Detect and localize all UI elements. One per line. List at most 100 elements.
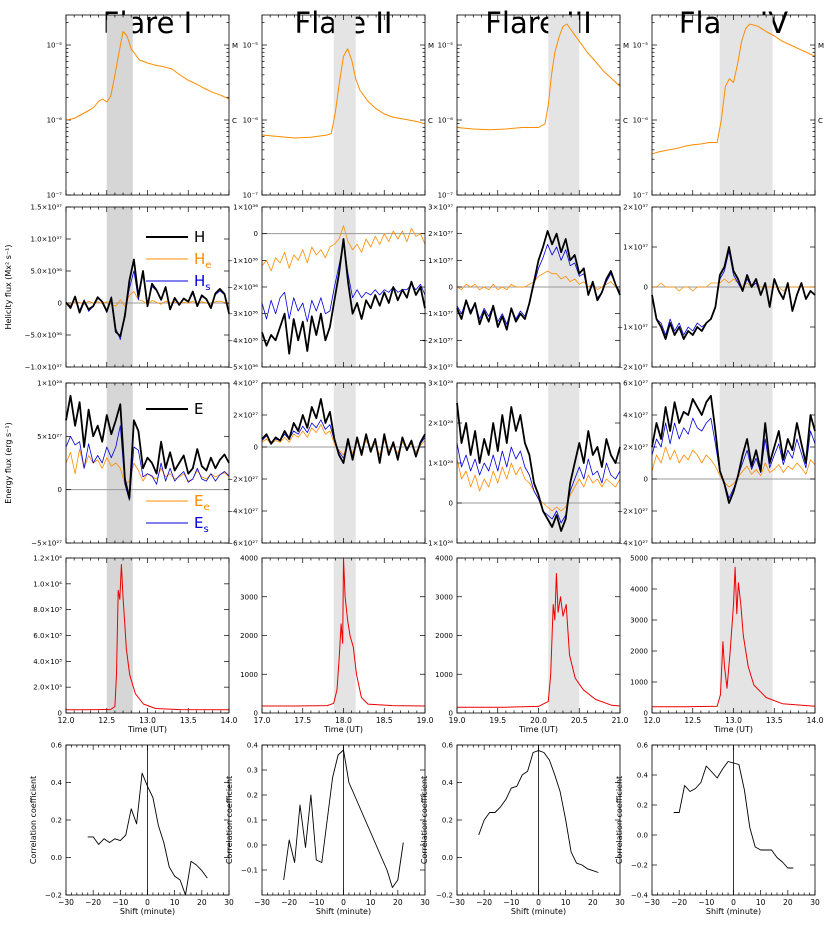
correlation-line xyxy=(673,761,794,869)
shift-tick-label: 30 xyxy=(420,898,430,907)
goes-class-label: M xyxy=(428,42,434,50)
helicity-tick-label: −3×10³⁶ xyxy=(227,310,258,318)
correlation-tick-label: 0.6 xyxy=(51,742,63,750)
shift-tick-label: −10 xyxy=(112,898,128,907)
hxr-tick-label: 1000 xyxy=(435,671,453,679)
energy-emergence-line xyxy=(65,448,230,485)
energy-panel: −4×10²⁷ −2×10²⁷ 0 2×10²⁷ 4×10²⁷ 6×10²⁷ xyxy=(617,380,816,548)
shift-tick-label: 30 xyxy=(810,898,820,907)
goes-class-label: M xyxy=(232,42,238,50)
hxr-tick-label: 1000 xyxy=(630,679,648,687)
goes-flux-line xyxy=(456,23,621,131)
correlation-tick-label: 0.3 xyxy=(247,767,258,775)
time-tick-label: 19.0 xyxy=(449,716,466,725)
time-tick-label: 19.5 xyxy=(489,716,506,725)
legend-label: Ee xyxy=(194,492,210,513)
shift-tick-label: −20 xyxy=(476,898,492,907)
helicity-frame xyxy=(651,206,816,368)
shift-tick-label: 0 xyxy=(341,898,346,907)
flare-interval-shade xyxy=(333,207,356,367)
goes-tick-label: 10⁻⁶ xyxy=(438,117,454,125)
hxr-tick-label: 2000 xyxy=(435,632,453,640)
energy-emergence-line xyxy=(651,446,816,488)
goes-tick-label: 10⁻⁵ xyxy=(633,42,649,50)
goes-class-label: C xyxy=(232,117,237,125)
helicity-tick-label: 1×10³⁷ xyxy=(623,244,648,252)
goes-tick-label: 10⁻⁵ xyxy=(438,42,454,50)
correlation-axis-label: Correlation coefficient xyxy=(615,776,624,864)
helicity-tick-label: −5×10³⁶ xyxy=(227,364,258,372)
shift-tick-label: −30 xyxy=(58,898,74,907)
energy-panel: −1×10²⁸ 0 1×10²⁸ 2×10²⁸ 3×10²⁸ xyxy=(422,380,621,548)
hxr-panel: 0 1000 2000 3000 4000 19.0 19.5 20.0 20.5 21.0 Tim… xyxy=(435,555,628,735)
hxr-tick-label: 8.0×10³ xyxy=(33,606,62,614)
helicity-tick-label: −5.0×10³⁶ xyxy=(25,332,63,340)
helicity-panel: −2×10³⁷ −1×10³⁷ 0 1×10³⁷ 2×10³⁷ xyxy=(617,204,816,372)
shift-tick-label: −10 xyxy=(698,898,714,907)
goes-class-label: C xyxy=(623,117,628,125)
helicity-total-line xyxy=(65,258,230,338)
time-tick-label: 20.5 xyxy=(571,716,588,725)
energy-tick-label: 3×10²⁸ xyxy=(428,380,453,388)
energy-tick-label: 1×10²⁸ xyxy=(37,380,62,388)
shift-axis-label: Shift (minute) xyxy=(511,907,566,916)
energy-tick-label: 2×10²⁷ xyxy=(623,444,648,452)
time-tick-label: 12.0 xyxy=(644,716,661,725)
energy-tick-label: 0 xyxy=(449,500,453,508)
hxr-tick-label: 6.0×10³ xyxy=(33,632,62,640)
goes-tick-label: 10⁻⁶ xyxy=(243,117,259,125)
time-axis-label: Time (UT) xyxy=(127,725,167,734)
hxr-tick-label: 0 xyxy=(254,710,258,718)
flare-interval-shade xyxy=(106,15,133,195)
goes-frame xyxy=(651,14,816,196)
goes-panel: 10⁻⁵ 10⁻⁶ 10⁻⁷ M C xyxy=(633,14,824,200)
helicity-tick-label: −1.0×10³⁷ xyxy=(25,364,63,372)
flare-interval-shade xyxy=(719,15,773,195)
flare-interval-shade xyxy=(548,558,580,713)
correlation-tick-label: −0.2 xyxy=(45,892,62,900)
shift-tick-label: −30 xyxy=(449,898,465,907)
correlation-tick-label: 0.1 xyxy=(247,817,258,825)
shift-tick-label: 20 xyxy=(783,898,793,907)
energy-tick-label: −2×10²⁷ xyxy=(617,508,648,516)
shift-tick-label: 30 xyxy=(615,898,625,907)
helicity-tick-label: −4×10³⁶ xyxy=(227,337,258,345)
energy-shear-line xyxy=(65,425,230,501)
correlation-tick-label: 0.4 xyxy=(247,742,259,750)
legend-label: H xyxy=(194,228,205,246)
correlation-line xyxy=(87,772,208,896)
shift-tick-label: −10 xyxy=(503,898,519,907)
hxr-frame xyxy=(651,557,816,714)
energy-panel: −6×10²⁷ −4×10²⁷ −2×10²⁷ 0 2×10²⁷ 4×10²⁷ xyxy=(227,380,426,548)
shift-tick-label: 20 xyxy=(197,898,207,907)
hxr-tick-label: 4.0×10³ xyxy=(33,658,62,666)
correlation-frame xyxy=(261,744,426,896)
hxr-panel: 0 2.0×10³ 4.0×10³ 6.0×10³ 8.0×10³ 1.0×10⁴ 1.2×… xyxy=(33,555,237,735)
hxr-tick-label: 3000 xyxy=(435,593,453,601)
correlation-panel: −0.1 0.0 0.1 0.2 0.3 0.4 −30 −20 −10 0 10 20 30 Shift… xyxy=(225,742,430,917)
shift-tick-label: 0 xyxy=(145,898,150,907)
legend-subscript: e xyxy=(205,260,211,271)
time-axis-label: Time (UT) xyxy=(713,725,753,734)
energy-tick-label: 1×10²⁸ xyxy=(428,460,453,468)
helicity-tick-label: 2×10³⁷ xyxy=(428,230,453,238)
time-tick-label: 13.5 xyxy=(766,716,783,725)
energy-tick-label: −1×10²⁸ xyxy=(422,540,453,548)
flare-column-4: Flare IV10⁻⁵10⁻⁶10⁻⁷MC−2×10³⁷−1×10³⁷01×1… xyxy=(615,6,824,916)
helicity-total-line xyxy=(261,238,426,355)
correlation-tick-label: 0.0 xyxy=(637,832,648,840)
helicity-tick-label: −3×10³⁷ xyxy=(422,364,453,372)
hxr-tick-label: 1.0×10⁴ xyxy=(33,580,62,588)
correlation-frame xyxy=(456,744,621,896)
shift-axis-label: Shift (minute) xyxy=(316,907,371,916)
hxr-flux-line xyxy=(652,566,816,708)
energy-axis-label: Energy flux (erg s⁻¹) xyxy=(4,422,13,503)
shift-tick-label: −20 xyxy=(671,898,687,907)
goes-frame xyxy=(456,14,621,196)
goes-panel: 10⁻⁵ 10⁻⁶ 10⁻⁷ M C xyxy=(438,14,629,200)
flare-interval-shade xyxy=(106,558,133,713)
energy-total-line xyxy=(261,398,426,464)
energy-emergence-line xyxy=(261,424,426,456)
